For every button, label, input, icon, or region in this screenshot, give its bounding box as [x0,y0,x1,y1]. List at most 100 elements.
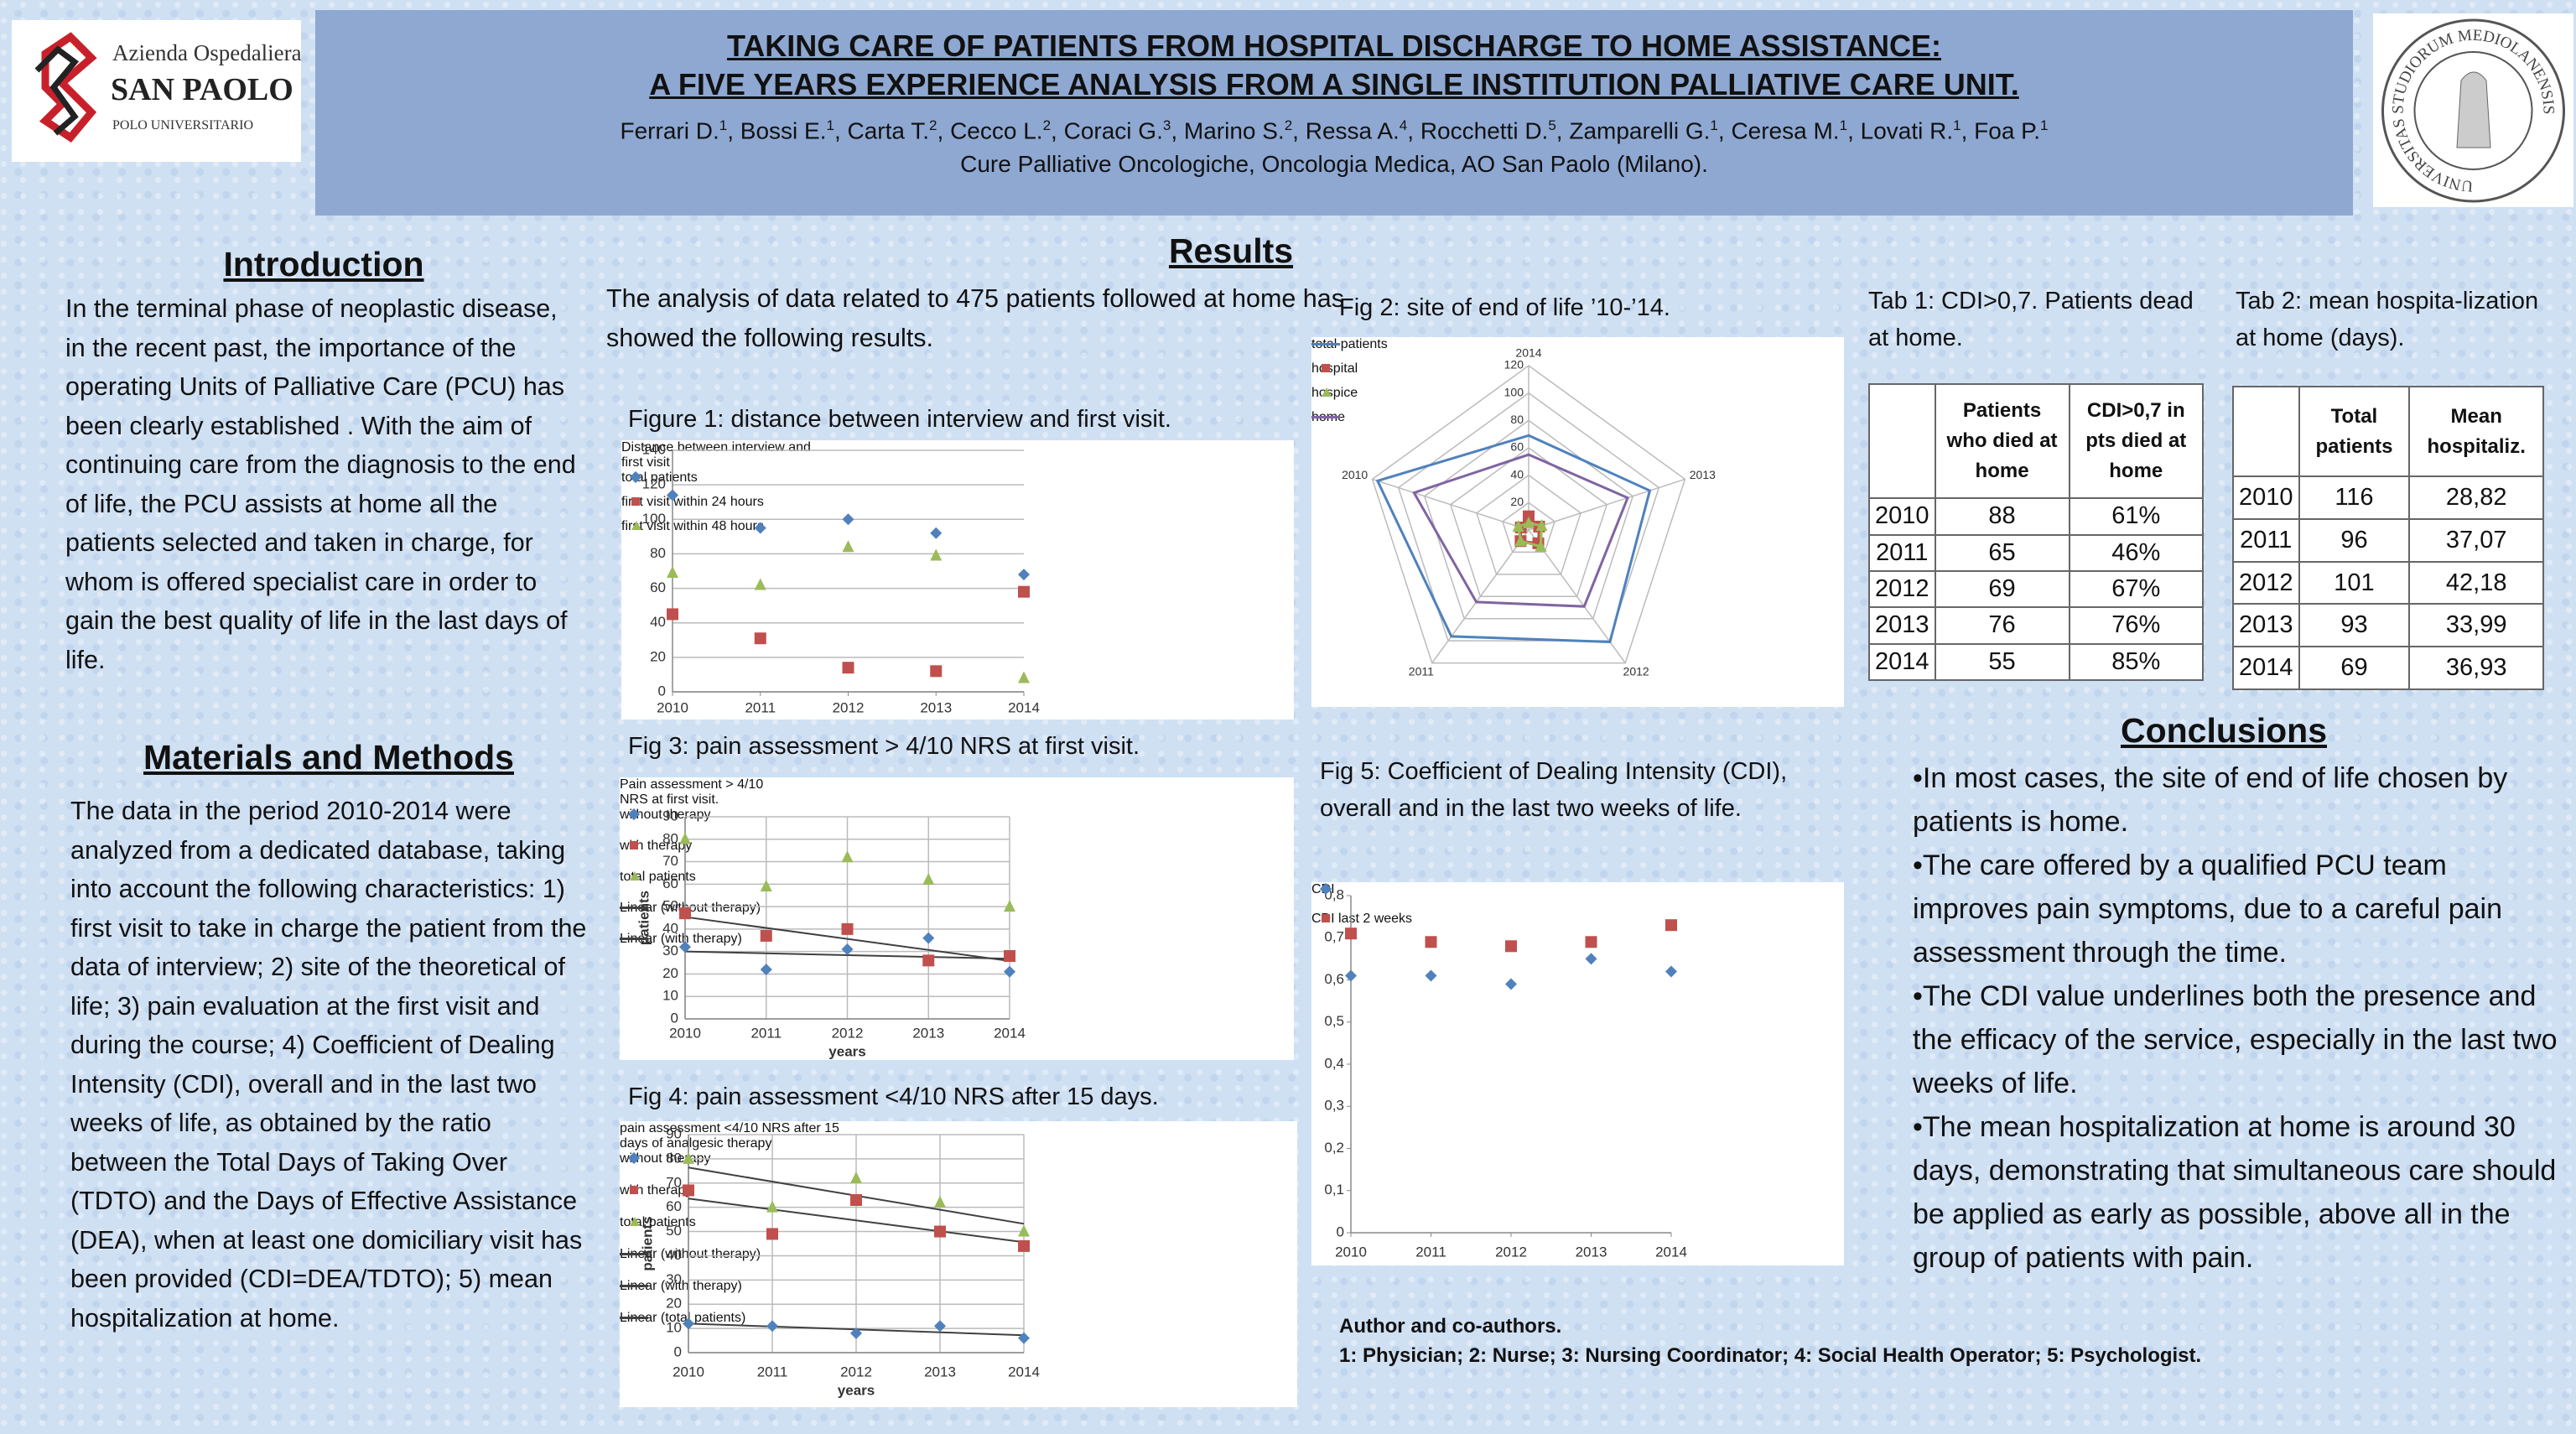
caption: Tab 1: CDI>0,7. Patients dead at home. [1868,288,2194,351]
axis-label: 2013 [1690,468,1716,481]
separator: , [937,117,951,144]
table-cell: 55 [1934,642,2070,682]
table-cell: 33,99 [2408,603,2544,648]
table-row: 2010 116 28,82 [2232,475,2544,521]
x-tick-label: 2013 [920,699,952,715]
legend-symbol [1322,387,1332,397]
seal-ring [2413,51,2533,170]
author-name: Bossi E. [740,117,827,144]
marker [766,1320,778,1333]
caption: Tab 2: mean hospita-lization at home (da… [2236,288,2539,351]
y-tick-label: 60 [662,875,678,891]
marker [679,907,691,920]
r-tick-label: 120 [1504,358,1524,371]
y-axis-label: patients [639,1216,655,1270]
marker [1523,510,1535,522]
y-tick-label: 20 [666,1296,682,1312]
spoke [1431,529,1530,664]
y-tick-label: 50 [666,1223,682,1239]
hospital-logo: Azienda Ospedaliera SAN PAOLO POLO UNIVE… [12,20,302,162]
y-tick-label: 90 [662,808,678,824]
legend: Distance between interview and first vis… [621,440,831,543]
author-affiliation: 1 [719,117,728,133]
paragraph: In the terminal phase of neoplastic dise… [65,294,576,674]
x-tick-label: 2014 [994,1025,1026,1041]
legend-symbol [630,841,638,849]
table-cell: 46% [2068,533,2205,572]
x-tick-label: 2012 [833,699,865,715]
table-row: 2011 96 37,07 [2232,518,2544,563]
y-tick-label: 90 [666,1125,682,1141]
x-tick-label: 2013 [924,1364,956,1379]
marker [850,1194,862,1206]
legend-symbol [630,871,640,881]
marker [766,1200,778,1213]
marker [1345,927,1357,940]
legend-symbol [631,521,641,530]
university-logo: UNIVERSITAS STUDIORUM MEDIOLANENSIS [2373,13,2573,207]
header-cell: CDI>0,7 in pts died at home [2068,382,2205,500]
marker [934,1195,946,1208]
marker [1004,965,1015,978]
legend-item: Linear (without therapy) [620,1247,854,1279]
legend-item: hospital [1311,361,1416,386]
legend: CDICDI last 2 weeks [1311,882,1437,941]
legend-title: Pain assessment > 4/10 NRS at first visi… [620,777,764,807]
marker [1018,1239,1030,1252]
header-cell: Total patients [2298,385,2411,478]
title: A FIVE YEARS EXPERIENCE ANALYSIS FROM A … [649,67,2019,101]
separator: , [1555,117,1570,144]
x-tick-label: 2013 [912,1025,944,1041]
marker [679,941,691,953]
x-tick-label: 2010 [673,1364,704,1379]
marker [922,872,935,885]
table-row: 2010 88 61% [1868,497,2205,536]
trend-line [688,1198,1025,1244]
table-row: 2012 69 67% [1868,569,2205,609]
marker [1004,900,1015,912]
section-heading: Conclusions [2120,711,2328,750]
legend-item: with therapy [620,839,787,870]
table: Patients who died at home CDI>0,7 in pts … [1868,382,2205,682]
table-row: 2011 65 46% [1868,533,2205,572]
legend-label: Linear (with therapy) [620,1279,742,1293]
legend-symbol [620,1317,648,1319]
marker [841,850,854,863]
author-affiliation: 1 [2040,117,2049,133]
legend-item: first visit within 24 hours [621,495,831,519]
x-tick-label: 2010 [657,699,688,715]
y-tick-label: 10 [666,1320,682,1336]
chart: 0 0,1 0,2 0,3 0,4 0,5 0,6 0,7 0,8 2010 2011 2012 201… [1311,882,1844,1265]
separator: , [1292,117,1306,144]
marker [842,540,854,553]
marker [1425,936,1437,948]
x-tick-label: 2010 [669,1025,701,1041]
section-heading: Materials and Methods [143,738,514,777]
table-cell: 67% [2068,569,2205,609]
legend-label: CDI last 2 weeks [1311,912,1413,926]
plot: 02040608010012020142013201220112010 [1342,346,1716,678]
paragraph: The data in the period 2010-2014 were an… [70,797,587,1333]
r-tick-label: 20 [1510,495,1524,508]
legend-symbol [1322,914,1330,922]
logo-text: SAN PAOLO [111,72,293,107]
y-tick-label: 0,5 [1324,1013,1344,1029]
author-affiliation: 1 [1839,117,1848,133]
marker [1535,539,1547,552]
legend-item: Linear (total patients) [620,1311,854,1343]
legend-symbol [620,907,648,909]
separator: , [1847,117,1861,144]
logo-shape [39,32,97,143]
grid-line [1449,447,1608,598]
marker [922,932,935,944]
section-heading: Introduction [223,245,424,283]
marker [1004,950,1015,963]
legend-symbol [1311,416,1340,418]
y-tick-label: 0 [674,1343,682,1359]
header-row: Patients who died at home CDI>0,7 in pts … [1868,382,2205,500]
x-axis-label: years [838,1382,875,1398]
marker [679,832,691,844]
legend-symbol [1322,364,1330,372]
x-tick-label: 2011 [745,699,776,715]
axis-label: 2010 [1342,468,1368,481]
